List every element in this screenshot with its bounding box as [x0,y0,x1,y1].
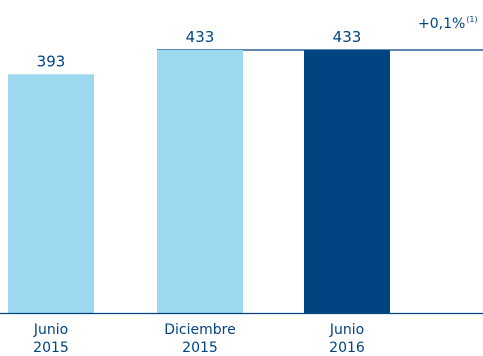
category-label-1-line2: 2015 [182,340,218,356]
value-label-0: 393 [37,52,66,70]
value-label-2: 433 [333,28,362,46]
change-annotation-text: +0,1% [418,16,466,32]
change-annotation-note: (1) [466,15,478,24]
change-annotation: +0,1%(1) [418,15,478,32]
category-label-2-line1: Junio [329,322,364,338]
category-label-0-line2: 2015 [33,340,69,356]
bar-2 [304,50,390,313]
value-label-1: 433 [186,28,215,46]
category-label-0-line1: Junio [33,322,68,338]
category-label-2-line2: 2016 [329,340,365,356]
category-label-1-line1: Diciembre [164,322,235,338]
bar-1 [157,50,243,313]
bar-0 [8,74,94,313]
